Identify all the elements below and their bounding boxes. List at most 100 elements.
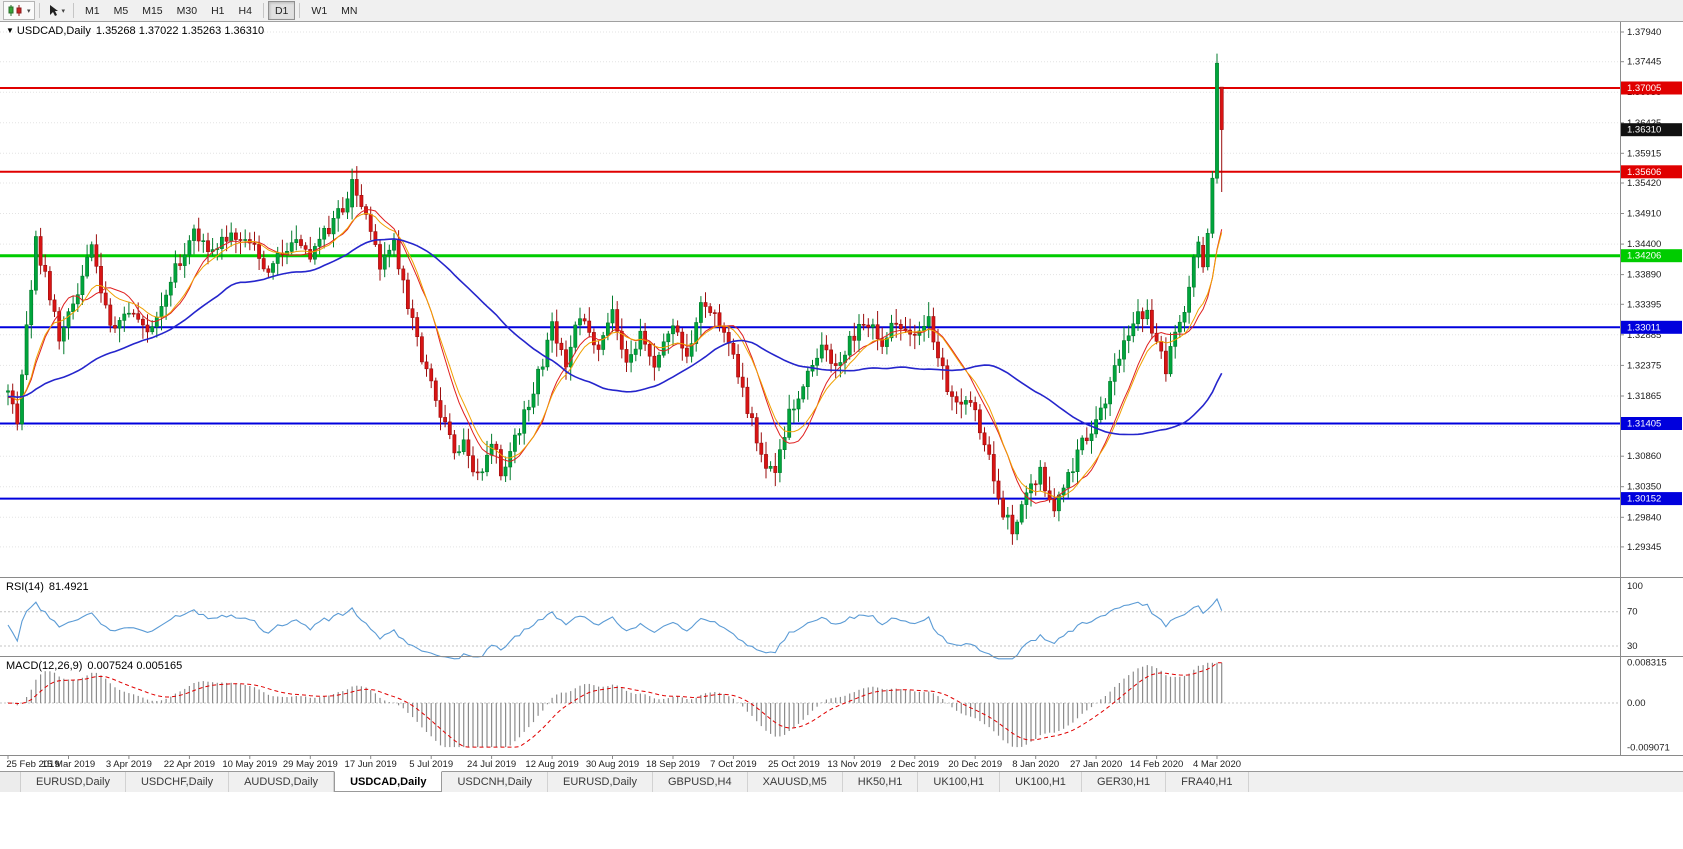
toolbar-separator [262, 3, 264, 18]
macd-axis-tick: -0.009071 [1627, 742, 1670, 753]
svg-text:1.35606: 1.35606 [1627, 167, 1661, 178]
date-axis-label: 20 Dec 2019 [948, 759, 1002, 770]
date-axis-label: 12 Aug 2019 [525, 759, 578, 770]
price-axis-tick: 1.29345 [1627, 542, 1661, 553]
rsi-axis-tick: 30 [1627, 641, 1638, 652]
macd-panel-layer [0, 662, 1620, 748]
timeframe-button-h1[interactable]: H1 [211, 4, 225, 17]
chart-tab-audusd-daily[interactable]: AUDUSD,Daily [229, 772, 335, 792]
symbol-text: USDCAD,Daily [16, 25, 91, 37]
price-level-label [1621, 492, 1682, 506]
toolbar-separator [299, 3, 301, 18]
chart-tab-eurusd-daily[interactable]: EURUSD,Daily [548, 772, 653, 792]
level-lines-layer[interactable] [0, 87, 1620, 500]
chart-tab-uk100-h1[interactable]: UK100,H1 [918, 772, 1001, 792]
date-axis-label: 5 Jul 2019 [409, 759, 453, 770]
timeframe-button-m30[interactable]: M30 [176, 4, 198, 17]
rsi-axis-tick: 70 [1627, 607, 1638, 618]
chart-tab-usdchf-daily[interactable]: USDCHF,Daily [125, 772, 230, 792]
price-axis-tick: 1.33395 [1627, 299, 1661, 310]
price-axis-tick: 1.37940 [1627, 27, 1661, 38]
candles-layer [6, 53, 1224, 545]
chart-tab-gbpusd-h4[interactable]: GBPUSD,H4 [653, 772, 748, 792]
date-axis-label: 2 Dec 2019 [891, 759, 940, 770]
rsi-panel-layer [0, 597, 1620, 660]
top-toolbar: ▾ ▾ M1 M5 M15 M30 H1 H4 D1 W1 MN [0, 0, 1683, 22]
price-axis-layer[interactable]: 1.379401.374451.369351.364251.359151.354… [1620, 27, 1682, 753]
date-axis-label: 4 Mar 2020 [1193, 759, 1241, 770]
chart-tab-ger30-h1[interactable]: GER30,H1 [1081, 772, 1167, 792]
toolbar-separator [73, 3, 75, 18]
cursor-icon [49, 5, 58, 16]
price-level-label [1621, 249, 1682, 263]
price-level-label [1621, 320, 1682, 334]
candlestick-chart-icon [8, 5, 22, 16]
collapse-arrow-icon[interactable]: ▼ [6, 26, 14, 35]
price-level-label [1621, 417, 1682, 430]
date-axis-label: 22 Apr 2019 [164, 759, 215, 770]
price-axis-tick: 1.34400 [1627, 239, 1661, 250]
date-axis-label: 17 Jun 2019 [345, 759, 397, 770]
chart-type-button[interactable]: ▾ [3, 1, 35, 20]
date-axis-label: 7 Oct 2019 [710, 759, 756, 770]
tabbar-corner [0, 772, 21, 792]
price-axis-tick: 1.34910 [1627, 209, 1661, 220]
chart-tab-usdcnh-daily[interactable]: USDCNH,Daily [442, 772, 549, 792]
chart-tab-fra40-h1[interactable]: FRA40,H1 [1166, 772, 1249, 792]
rsi-indicator-label: RSI(14) 81.4921 [6, 581, 89, 593]
date-axis-label: 14 Feb 2020 [1130, 759, 1183, 770]
price-axis-tick: 1.30350 [1627, 482, 1661, 493]
chart-tab-hk50-h1[interactable]: HK50,H1 [842, 772, 919, 792]
price-axis-tick: 1.37445 [1627, 57, 1661, 68]
chart-canvas[interactable]: 1.379401.374451.369351.364251.359151.354… [0, 0, 1683, 771]
price-level-label [1621, 165, 1682, 179]
price-axis-tick: 1.32885 [1627, 330, 1661, 341]
cursor-tool-button[interactable]: ▾ [44, 1, 70, 20]
rsi-value: 81.4921 [48, 581, 89, 593]
timeframe-button-mn[interactable]: MN [341, 4, 358, 17]
macd-name: MACD(12,26,9) [6, 660, 83, 672]
timeframe-button-m15[interactable]: M15 [142, 4, 163, 17]
svg-text:1.36310: 1.36310 [1627, 125, 1661, 136]
date-axis-label: 24 Jul 2019 [467, 759, 516, 770]
svg-text:1.30152: 1.30152 [1627, 494, 1661, 505]
price-axis-tick: 1.35420 [1627, 178, 1661, 189]
svg-text:1.33011: 1.33011 [1627, 322, 1661, 333]
price-axis-tick: 1.33890 [1627, 270, 1661, 281]
timeframe-button-w1[interactable]: W1 [311, 4, 328, 17]
chevron-down-icon: ▾ [27, 7, 31, 15]
date-axis-label: 27 Jan 2020 [1070, 759, 1122, 770]
svg-text:1.34206: 1.34206 [1627, 251, 1661, 262]
price-axis-tick: 1.32375 [1627, 360, 1661, 371]
date-axis-label: 29 May 2019 [283, 759, 338, 770]
date-axis-label: 3 Apr 2019 [106, 759, 152, 770]
date-axis-label: 25 Feb 2019 [6, 759, 59, 770]
chart-tab-eurusd-daily[interactable]: EURUSD,Daily [21, 772, 126, 792]
timeframe-button-h4[interactable]: H4 [238, 4, 252, 17]
rsi-axis-tick: 100 [1627, 581, 1643, 592]
chart-symbol-label: ▼ USDCAD,Daily 1.35268 1.37022 1.35263 1.3… [6, 25, 264, 37]
price-gridlines-layer [0, 31, 1620, 548]
timeframe-button-m1[interactable]: M1 [85, 4, 100, 17]
date-axis-label: 30 Aug 2019 [586, 759, 639, 770]
price-axis-tick: 1.31865 [1627, 391, 1661, 402]
timeframe-button-d1[interactable]: D1 [267, 1, 296, 20]
price-level-label [1621, 123, 1682, 137]
chart-tab-xauusd-m5[interactable]: XAUUSD,M5 [747, 772, 843, 792]
price-axis-tick: 1.30860 [1627, 451, 1661, 462]
price-axis-tick: 1.35915 [1627, 148, 1661, 159]
date-axis-label: 25 Oct 2019 [768, 759, 820, 770]
chart-tab-uk100-h1[interactable]: UK100,H1 [1000, 772, 1082, 792]
macd-indicator-label: MACD(12,26,9) 0.007524 0.005165 [6, 660, 182, 672]
chart-tab-usdcad-daily[interactable]: USDCAD,Daily [334, 771, 443, 792]
moving-averages-layer [7, 209, 1223, 504]
date-axis-label: 13 Nov 2019 [827, 759, 881, 770]
macd-axis-tick: 0.00 [1627, 698, 1646, 709]
chart-tab-bar: EURUSD,Daily USDCHF,Daily AUDUSD,Daily USDC… [0, 771, 1683, 792]
macd-axis-tick: 0.008315 [1627, 657, 1667, 668]
date-axis-label: 10 May 2019 [222, 759, 277, 770]
toolbar-separator [38, 3, 40, 18]
timeframe-button-m5[interactable]: M5 [113, 4, 129, 17]
